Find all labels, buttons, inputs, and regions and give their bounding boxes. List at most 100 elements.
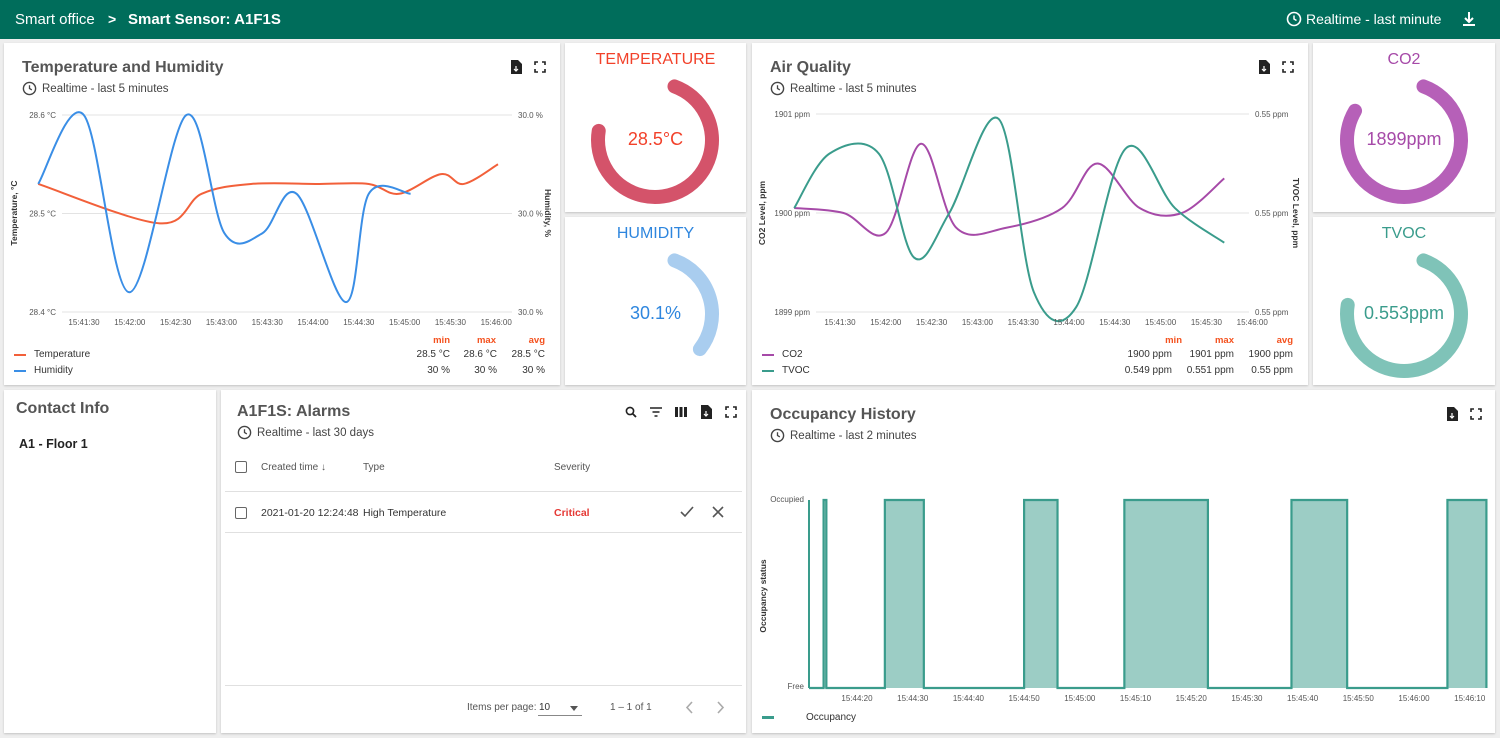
card-subtitle: Realtime - last 2 minutes	[770, 428, 917, 443]
x-tick-label: 15:44:00	[1053, 318, 1085, 327]
clock-icon	[237, 425, 252, 440]
y-left-axis-label: Temperature, °C	[9, 180, 19, 245]
tvoc-min: 0.549 ppm	[1124, 365, 1172, 376]
x-tick-label: 15:46:00	[481, 318, 513, 327]
x-tick-label: 15:45:30	[435, 318, 467, 327]
temp-humidity-chart: 28.6 °C 30.0 %28.5 °C 30.0 %28.4 °C 30.0 % …	[9, 111, 553, 327]
x-tick-label: 15:43:00	[962, 318, 994, 327]
x-tick-label: 15:44:40	[953, 694, 985, 703]
fullscreen-icon[interactable]	[725, 406, 737, 418]
column-header-severity[interactable]: Severity	[554, 462, 591, 473]
export-icon[interactable]	[510, 60, 522, 74]
breadcrumb-home[interactable]: Smart office	[15, 11, 95, 28]
contact-info-card: Contact Info A1 - Floor 1	[4, 390, 216, 733]
acknowledge-icon[interactable]	[680, 506, 694, 518]
alarms-card: A1F1S: Alarms Realtime - last 30 days Cr…	[221, 390, 746, 733]
card-title: Air Quality	[770, 59, 851, 76]
gauge-arc	[591, 79, 719, 204]
export-icon[interactable]	[1446, 407, 1458, 421]
clock-icon	[1286, 11, 1302, 27]
co2-gauge-card: CO2 1899ppm	[1313, 43, 1495, 212]
humidity-avg: 30 %	[522, 365, 545, 376]
columns-icon[interactable]	[675, 407, 687, 417]
x-tick-label: 15:45:30	[1231, 694, 1263, 703]
export-icon[interactable]	[700, 405, 712, 419]
gauge-value: 28.5°C	[627, 129, 684, 149]
prev-page-icon[interactable]	[685, 701, 693, 714]
x-tick-label: 15:44:50	[1009, 694, 1041, 703]
occupied-block	[823, 500, 827, 688]
occupancy-chart: Occupancy status Occupied Free 15:44:20 1…	[758, 495, 1488, 703]
card-title: Contact Info	[16, 400, 110, 417]
select-all-checkbox[interactable]	[235, 461, 247, 473]
legend-item-temperature[interactable]: Temperature	[14, 349, 90, 360]
x-tick-label: 15:44:00	[297, 318, 329, 327]
fullscreen-icon[interactable]	[1282, 61, 1294, 73]
download-icon[interactable]	[1460, 10, 1478, 28]
x-tick-label: 15:44:30	[897, 694, 929, 703]
column-header-created-time[interactable]: Created time ↓	[261, 462, 327, 473]
temp-humidity-card: Temperature and Humidity Realtime - last…	[4, 43, 560, 385]
stat-header-min: min	[1165, 335, 1182, 346]
x-tick-label: 15:43:30	[1008, 318, 1040, 327]
fullscreen-icon[interactable]	[1470, 408, 1482, 420]
card-subtitle: Realtime - last 5 minutes	[22, 81, 169, 96]
column-header-type[interactable]: Type	[363, 462, 385, 473]
card-actions	[510, 60, 546, 74]
breadcrumb-current: Smart Sensor: A1F1S	[128, 11, 281, 28]
gauge-title: TVOC	[1381, 225, 1427, 242]
legend-item-tvoc[interactable]: TVOC	[762, 365, 810, 376]
card-actions	[1258, 60, 1294, 74]
row-checkbox[interactable]	[235, 507, 247, 519]
humidity-gauge-card: HUMIDITY 30.1%	[565, 217, 746, 385]
y-tick-free: Free	[788, 682, 805, 691]
temperature-gauge-card: TEMPERATURE 28.5°C	[565, 43, 746, 212]
humidity-min: 30 %	[427, 365, 450, 376]
search-icon[interactable]	[625, 406, 637, 418]
x-tick-label: 15:46:00	[1237, 318, 1269, 327]
x-tick-label: 15:44:30	[1099, 318, 1131, 327]
export-icon[interactable]	[1258, 60, 1270, 74]
stat-header-min: min	[433, 335, 450, 346]
y-right-axis-label: TVOC Level, ppm	[1291, 178, 1301, 249]
chevron-down-icon	[570, 706, 578, 711]
stat-header-avg: avg	[1276, 335, 1293, 346]
y-left-tick: 1901 ppm	[774, 110, 810, 119]
gauge-arc	[667, 253, 719, 357]
filter-icon[interactable]	[650, 407, 662, 417]
x-tick-label: 15:43:00	[206, 318, 238, 327]
divider	[225, 685, 742, 686]
x-tick-label: 15:45:00	[1145, 318, 1177, 327]
series-line-temperature	[37, 163, 499, 225]
legend-item-occupancy[interactable]: Occupancy	[762, 712, 856, 723]
x-tick-label: 15:45:20	[1176, 694, 1208, 703]
fullscreen-icon[interactable]	[534, 61, 546, 73]
items-per-page-label: Items per page:	[467, 702, 537, 713]
timewindow-button[interactable]: Realtime - last minute	[1286, 11, 1441, 27]
gauge-arc	[1340, 253, 1468, 378]
gauge-title: CO2	[1387, 51, 1421, 68]
y-right-tick: 0.55 ppm	[1255, 308, 1289, 317]
pagination-range: 1 – 1 of 1	[610, 702, 652, 713]
occupied-block	[1124, 500, 1208, 688]
occupied-block	[1447, 500, 1487, 688]
clock-icon	[22, 81, 37, 96]
y-right-tick: 30.0 %	[518, 308, 543, 317]
items-per-page-select[interactable]: 10	[538, 699, 582, 716]
clock-icon	[770, 81, 785, 96]
divider	[225, 491, 742, 492]
temperature-avg: 28.5 °C	[511, 349, 545, 360]
x-tick-label: 15:45:30	[1191, 318, 1223, 327]
table-row[interactable]: 2021-01-20 12:24:48 High Temperature Cri…	[221, 492, 746, 532]
next-page-icon[interactable]	[717, 701, 725, 714]
y-right-tick: 0.55 ppm	[1255, 110, 1289, 119]
legend-item-co2[interactable]: CO2	[762, 349, 803, 360]
x-tick-label: 15:44:20	[841, 694, 873, 703]
tvoc-max: 0.551 ppm	[1186, 365, 1234, 376]
legend-item-humidity[interactable]: Humidity	[14, 365, 73, 376]
clear-icon[interactable]	[712, 506, 724, 518]
x-tick-label: 15:41:30	[824, 318, 856, 327]
severity-cell: Critical	[554, 507, 590, 519]
y-tick-occupied: Occupied	[770, 495, 804, 504]
y-right-axis-label: Humidity, %	[543, 189, 553, 237]
